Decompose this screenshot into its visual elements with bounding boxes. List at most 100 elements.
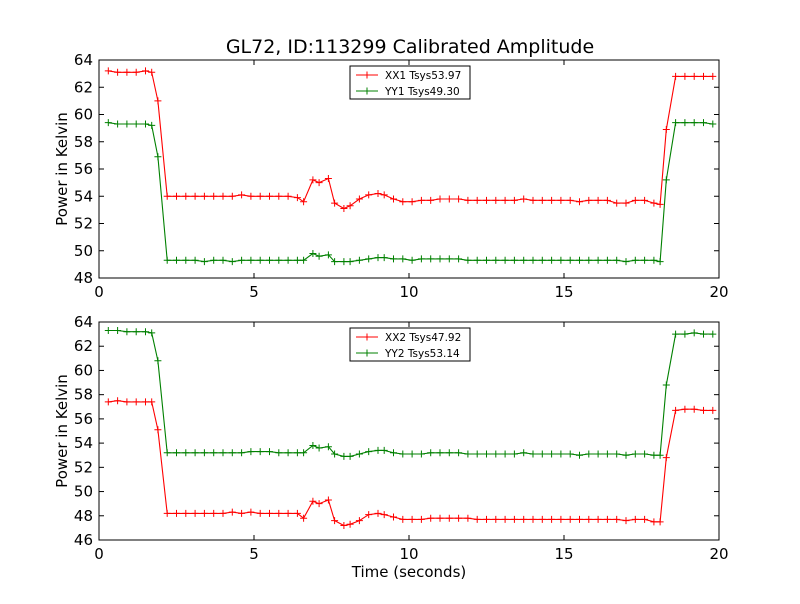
data-point bbox=[492, 450, 500, 458]
data-point bbox=[436, 195, 444, 203]
x-tick-label: 20 bbox=[709, 283, 728, 301]
data-point bbox=[374, 190, 382, 198]
data-point bbox=[501, 256, 509, 264]
data-point bbox=[390, 255, 397, 263]
data-point bbox=[331, 258, 339, 266]
data-point bbox=[436, 514, 444, 522]
data-point bbox=[650, 518, 658, 526]
data-point bbox=[672, 72, 680, 80]
data-point bbox=[594, 256, 602, 264]
data-point bbox=[417, 450, 425, 458]
data-point bbox=[445, 449, 453, 457]
y-tick-label: 52 bbox=[74, 215, 93, 233]
data-point bbox=[501, 196, 509, 204]
data-point bbox=[256, 448, 264, 456]
data-point bbox=[631, 450, 639, 458]
data-point bbox=[427, 514, 435, 522]
y-tick-label: 60 bbox=[74, 106, 93, 124]
data-point bbox=[284, 256, 292, 264]
chart-title: GL72, ID:113299 Calibrated Amplitude bbox=[226, 36, 594, 58]
legend-marker bbox=[363, 87, 371, 95]
data-point bbox=[464, 196, 472, 204]
data-point bbox=[210, 449, 218, 457]
data-point bbox=[300, 449, 308, 457]
data-point bbox=[641, 196, 649, 204]
data-point bbox=[123, 398, 131, 406]
data-point bbox=[346, 520, 354, 528]
data-point bbox=[346, 452, 354, 460]
legend-entry: YY1 Tsys49.30 bbox=[384, 86, 460, 98]
data-point bbox=[173, 509, 180, 517]
data-point bbox=[436, 255, 444, 263]
data-point bbox=[355, 517, 363, 525]
data-point bbox=[228, 508, 236, 516]
data-point bbox=[275, 192, 283, 200]
data-point bbox=[275, 509, 283, 517]
data-point bbox=[538, 256, 546, 264]
data-point bbox=[427, 449, 435, 457]
data-point bbox=[613, 515, 621, 523]
data-point bbox=[473, 256, 481, 264]
y-tick-label: 62 bbox=[74, 337, 93, 355]
data-point bbox=[219, 509, 227, 517]
data-point bbox=[492, 256, 500, 264]
y-tick-label: 56 bbox=[74, 160, 93, 178]
data-point bbox=[566, 515, 574, 523]
data-point bbox=[154, 426, 162, 434]
data-point bbox=[315, 500, 323, 508]
data-point bbox=[163, 509, 171, 517]
data-point bbox=[142, 120, 149, 128]
data-point bbox=[557, 256, 565, 264]
data-point bbox=[132, 120, 140, 128]
legend-marker bbox=[363, 333, 371, 341]
data-point bbox=[238, 191, 246, 199]
data-point bbox=[238, 449, 246, 457]
data-point bbox=[324, 496, 332, 504]
data-point bbox=[163, 192, 171, 200]
data-point bbox=[114, 120, 122, 128]
data-point bbox=[408, 515, 416, 523]
data-point bbox=[132, 398, 140, 406]
data-point bbox=[681, 119, 689, 127]
data-point bbox=[154, 97, 162, 105]
y-tick-label: 62 bbox=[74, 78, 93, 96]
data-point bbox=[173, 256, 180, 264]
data-point bbox=[284, 449, 292, 457]
x-tick-label: 5 bbox=[249, 545, 259, 563]
data-point bbox=[191, 192, 199, 200]
y-tick-label: 50 bbox=[74, 483, 93, 501]
data-point bbox=[148, 121, 156, 129]
x-tick-label: 15 bbox=[554, 545, 573, 563]
data-point bbox=[238, 256, 246, 264]
data-point bbox=[346, 258, 354, 266]
data-point bbox=[529, 256, 537, 264]
data-point bbox=[690, 329, 698, 337]
data-point bbox=[374, 446, 382, 454]
data-point bbox=[417, 255, 425, 263]
data-point bbox=[455, 255, 463, 263]
y-tick-label: 48 bbox=[74, 507, 93, 525]
data-point bbox=[132, 328, 140, 336]
data-point bbox=[700, 72, 707, 80]
data-point bbox=[228, 192, 236, 200]
data-point bbox=[331, 450, 339, 458]
data-point bbox=[681, 405, 689, 413]
data-point bbox=[464, 450, 472, 458]
data-point bbox=[210, 256, 218, 264]
data-point bbox=[238, 509, 246, 517]
data-point bbox=[380, 511, 388, 519]
data-point bbox=[585, 515, 593, 523]
data-point bbox=[315, 444, 323, 452]
data-point bbox=[520, 515, 528, 523]
data-point bbox=[427, 255, 435, 263]
data-point bbox=[548, 450, 556, 458]
data-point bbox=[340, 521, 348, 529]
data-point bbox=[455, 195, 463, 203]
data-point bbox=[566, 196, 574, 204]
data-point bbox=[331, 517, 339, 525]
data-point bbox=[492, 515, 500, 523]
data-point bbox=[631, 515, 639, 523]
data-point bbox=[417, 196, 425, 204]
data-point bbox=[650, 451, 658, 459]
